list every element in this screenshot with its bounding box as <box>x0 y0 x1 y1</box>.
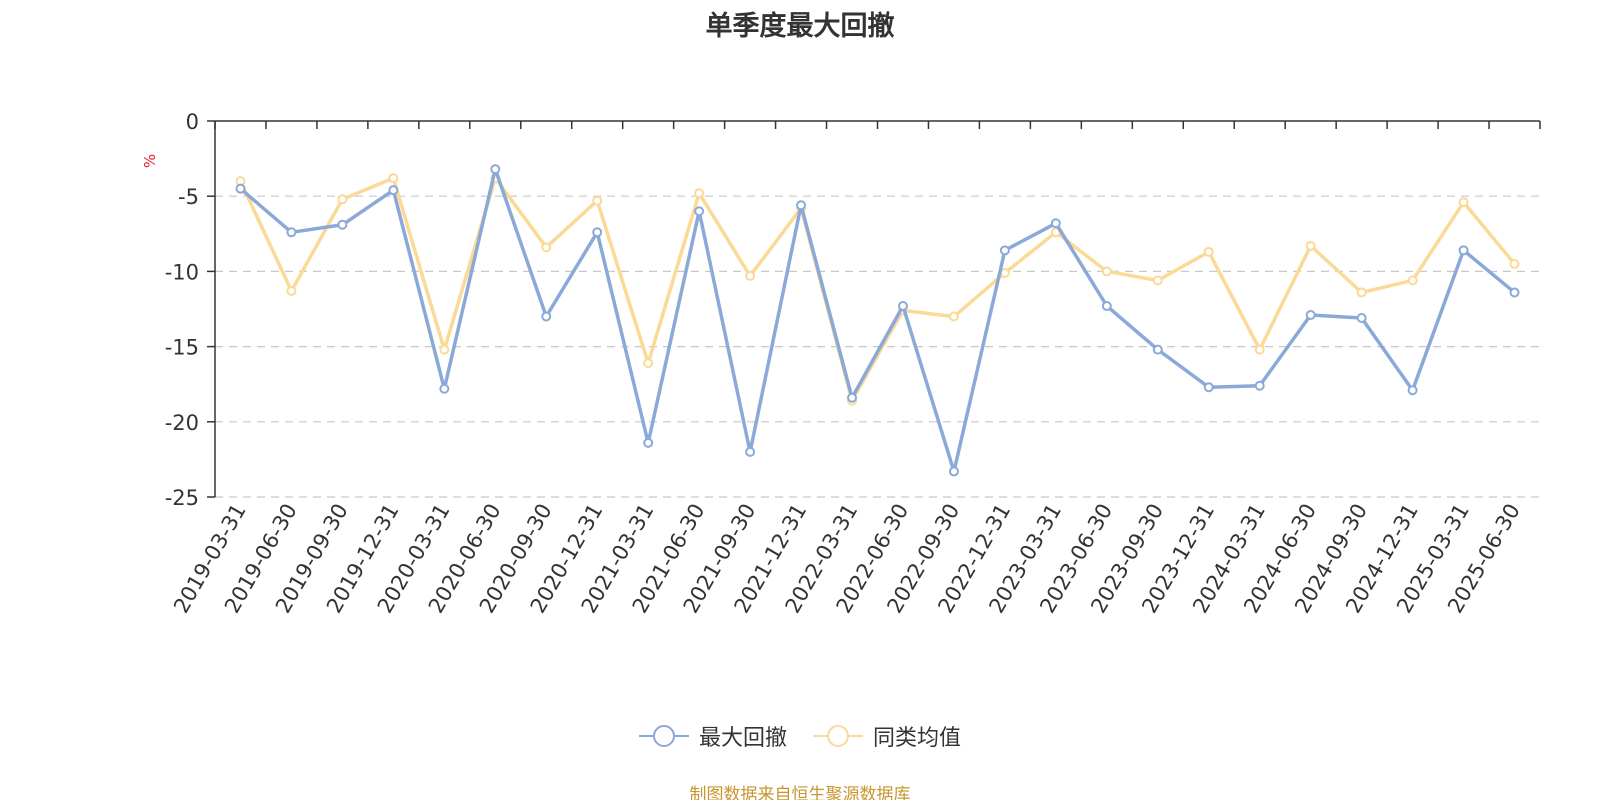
data-point <box>1356 313 1367 324</box>
data-point <box>948 311 959 322</box>
data-point <box>694 188 705 199</box>
data-point <box>1254 380 1265 391</box>
data-point <box>1101 300 1112 311</box>
data-point <box>490 164 501 175</box>
data-point <box>388 185 399 196</box>
data-point <box>948 466 959 477</box>
legend-label: 同类均值 <box>873 726 962 751</box>
y-tick-label: 0 <box>186 110 199 134</box>
data-point <box>235 183 246 194</box>
legend-swatch-icon <box>813 725 863 747</box>
data-point <box>796 200 807 211</box>
data-point <box>1152 275 1163 286</box>
data-point <box>388 173 399 184</box>
data-point <box>1305 310 1316 321</box>
legend-marker <box>652 725 675 747</box>
data-point <box>999 245 1010 256</box>
data-point <box>643 437 654 448</box>
data-point <box>337 194 348 205</box>
y-tick-label: -20 <box>165 411 199 435</box>
data-point <box>1509 258 1520 269</box>
y-tick-label: -25 <box>165 486 199 510</box>
chart-legend: 最大回撤 同类均值 <box>0 720 1600 752</box>
legend-item-0[interactable]: 最大回撤 <box>638 720 787 752</box>
data-point <box>1101 266 1112 277</box>
data-point <box>1305 240 1316 251</box>
data-point <box>439 344 450 355</box>
data-source-note: 制图数据来自恒生聚源数据库 <box>689 785 911 800</box>
data-point <box>286 285 297 296</box>
data-point <box>592 195 603 206</box>
data-point <box>847 392 858 403</box>
data-point <box>1407 385 1418 396</box>
y-tick-label: -15 <box>165 336 199 360</box>
data-point <box>337 219 348 230</box>
series-line-1 <box>238 176 1516 403</box>
data-point <box>592 227 603 238</box>
data-point <box>1407 275 1418 286</box>
data-point <box>643 358 654 369</box>
chart-title: 单季度最大回撤 <box>705 11 895 42</box>
data-point <box>745 446 756 457</box>
data-point <box>541 311 552 322</box>
data-point <box>1356 287 1367 298</box>
data-point <box>694 206 705 217</box>
data-point <box>1203 246 1214 257</box>
y-tick-label: -5 <box>178 185 199 209</box>
data-point <box>1050 218 1061 229</box>
data-point <box>541 242 552 253</box>
data-point <box>1458 197 1469 208</box>
series-line-0 <box>239 167 1516 474</box>
data-point <box>439 383 450 394</box>
data-point <box>1458 245 1469 256</box>
data-point <box>1203 382 1214 393</box>
legend-marker <box>827 725 849 747</box>
data-point <box>745 270 756 281</box>
data-point <box>1509 287 1520 298</box>
data-point <box>1254 344 1265 355</box>
data-point <box>286 227 297 238</box>
data-point <box>897 300 908 311</box>
legend-label: 最大回撤 <box>698 726 787 751</box>
legend-swatch-icon <box>638 725 689 747</box>
data-point <box>1152 344 1163 355</box>
legend-item-1[interactable]: 同类均值 <box>813 720 961 752</box>
y-tick-label: -10 <box>165 260 199 284</box>
